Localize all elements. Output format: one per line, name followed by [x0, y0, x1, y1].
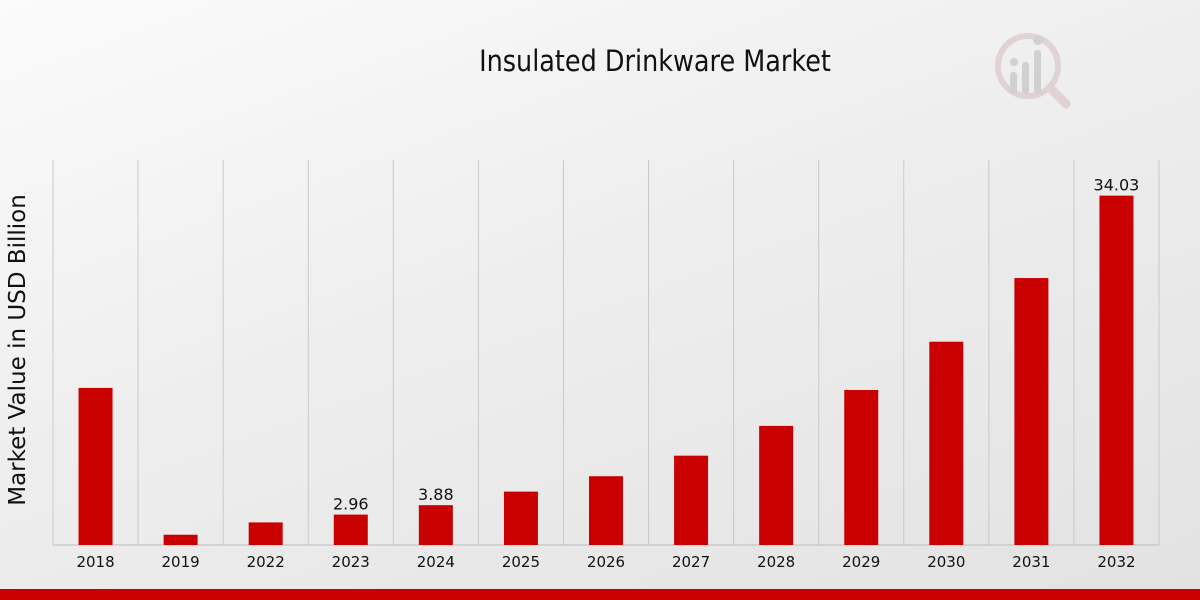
bar-2025 — [503, 491, 538, 545]
bar-2024 — [418, 505, 453, 545]
x-tick-label-2022: 2022 — [247, 553, 285, 571]
y-axis-label: Market Value in USD Billion — [5, 194, 31, 506]
bars — [78, 195, 1134, 545]
bar-2026 — [589, 476, 623, 545]
x-tick-label-2030: 2030 — [927, 553, 965, 571]
x-tick-label-2018: 2018 — [76, 553, 114, 571]
data-label-2023: 2.96 — [333, 495, 369, 514]
grid-lines — [52, 160, 1160, 546]
bar-2030 — [929, 341, 964, 545]
x-tick-label-2024: 2024 — [417, 553, 455, 571]
bar-2018 — [78, 387, 113, 545]
bar-2023 — [333, 514, 368, 545]
bar-2032 — [1099, 195, 1134, 545]
bar-2019 — [163, 534, 198, 545]
x-tick-label-2029: 2029 — [842, 553, 880, 571]
bar-2022 — [248, 522, 283, 545]
footer-bar — [0, 589, 1200, 600]
x-tick-label-2025: 2025 — [502, 553, 540, 571]
x-tick-label-2028: 2028 — [757, 553, 795, 571]
x-tick-label-2032: 2032 — [1097, 553, 1135, 571]
x-tick-label-2023: 2023 — [332, 553, 370, 571]
x-axis-tick-labels: 2018 2019 2022 2023 2024 2025 2026 2027 2028 2029… — [76, 553, 1135, 571]
x-tick-label-2019: 2019 — [162, 553, 200, 571]
chart-title: Insulated Drinkware Market — [479, 46, 831, 79]
logo-watermark-icon — [995, 33, 1071, 109]
bar-2028 — [759, 425, 794, 545]
bar-2029 — [844, 389, 879, 545]
x-tick-label-2027: 2027 — [672, 553, 710, 571]
data-label-2032: 34.03 — [1094, 176, 1140, 195]
data-labels: 2.96 3.88 34.03 — [333, 176, 1139, 514]
data-label-2024: 3.88 — [418, 485, 454, 504]
x-tick-label-2026: 2026 — [587, 553, 625, 571]
x-tick-label-2031: 2031 — [1012, 553, 1050, 571]
bar-2031 — [1014, 278, 1049, 545]
bar-2027 — [674, 455, 709, 545]
